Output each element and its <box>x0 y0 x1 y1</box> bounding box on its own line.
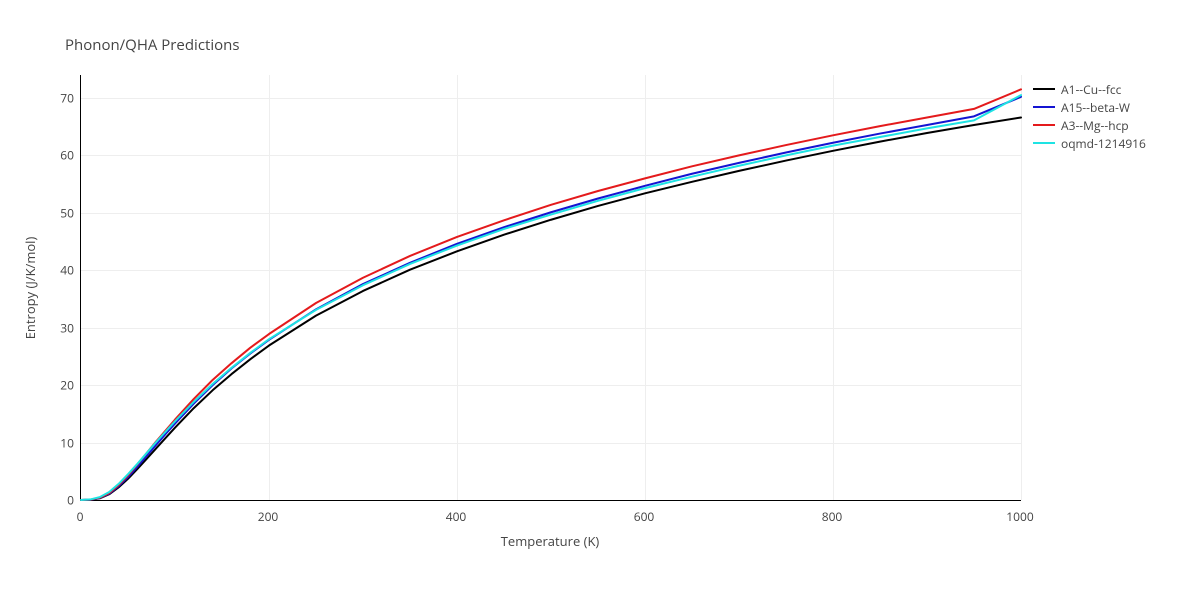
chart-root: { "chart": { "type": "line", "title": "P… <box>0 0 1200 600</box>
grid-line-v <box>1021 75 1022 500</box>
x-tick-label: 1000 <box>1006 508 1033 525</box>
series-svg <box>81 75 1021 500</box>
legend-item[interactable]: A15--beta-W <box>1033 98 1146 116</box>
legend-label: A15--beta-W <box>1061 99 1130 116</box>
legend-label: A1--Cu--fcc <box>1061 81 1121 98</box>
y-tick-label: 70 <box>52 89 74 106</box>
x-tick-label: 400 <box>446 508 467 525</box>
legend: A1--Cu--fccA15--beta-WA3--Mg--hcpoqmd-12… <box>1033 80 1146 152</box>
y-tick-label: 10 <box>52 434 74 451</box>
legend-swatch <box>1033 88 1055 90</box>
legend-swatch <box>1033 142 1055 144</box>
legend-label: A3--Mg--hcp <box>1061 117 1129 134</box>
legend-item[interactable]: A3--Mg--hcp <box>1033 116 1146 134</box>
x-tick-label: 200 <box>258 508 279 525</box>
series-line[interactable] <box>81 95 1021 500</box>
series-line[interactable] <box>81 118 1021 501</box>
chart-title: Phonon/QHA Predictions <box>65 35 240 55</box>
y-axis-label: Entropy (J/K/mol) <box>21 236 39 339</box>
y-tick-label: 40 <box>52 262 74 279</box>
series-line[interactable] <box>81 97 1021 500</box>
x-axis-label: Temperature (K) <box>501 532 600 550</box>
legend-label: oqmd-1214916 <box>1061 135 1146 152</box>
y-tick-label: 0 <box>52 492 74 509</box>
legend-item[interactable]: A1--Cu--fcc <box>1033 80 1146 98</box>
y-tick-label: 50 <box>52 204 74 221</box>
x-tick-label: 600 <box>634 508 655 525</box>
x-tick-label: 0 <box>77 508 84 525</box>
y-tick-label: 20 <box>52 377 74 394</box>
x-tick-label: 800 <box>822 508 843 525</box>
legend-swatch <box>1033 124 1055 126</box>
legend-item[interactable]: oqmd-1214916 <box>1033 134 1146 152</box>
legend-swatch <box>1033 106 1055 108</box>
y-tick-label: 30 <box>52 319 74 336</box>
y-tick-label: 60 <box>52 147 74 164</box>
series-line[interactable] <box>81 89 1021 500</box>
plot-area <box>80 75 1021 501</box>
